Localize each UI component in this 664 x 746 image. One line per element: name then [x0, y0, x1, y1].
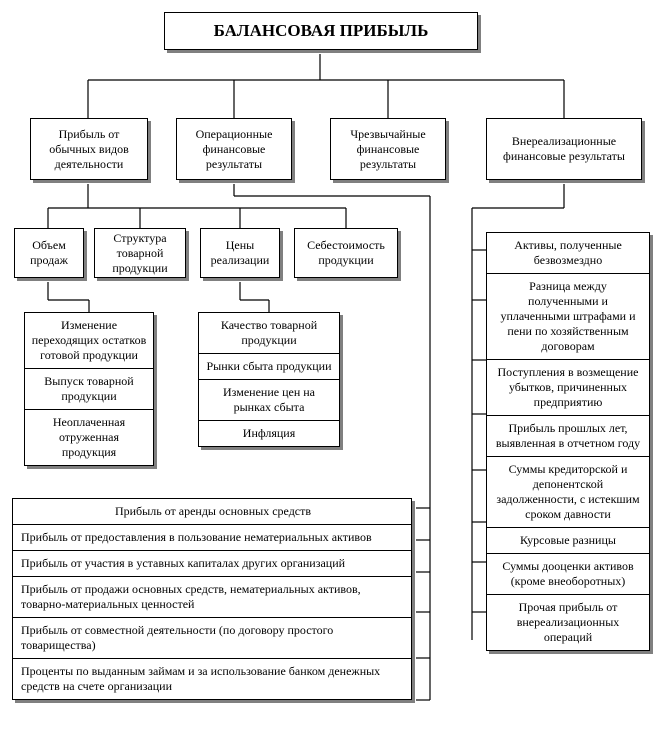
- l2-cost: Себестоимость продукции: [294, 228, 398, 278]
- l2-structure: Структура товарной продукции: [94, 228, 186, 278]
- stackC-2: Прибыль от участия в уставных капиталах …: [12, 551, 412, 577]
- l1-nonoperating: Внереализационные финансовые результаты: [486, 118, 642, 180]
- stackC-1: Прибыль от предоставления в пользование …: [12, 525, 412, 551]
- stackB-2: Изменение цен на рынках сбыта: [198, 380, 340, 421]
- root-node: БАЛАНСОВАЯ ПРИБЫЛЬ: [164, 12, 478, 50]
- stackA-0: Изменение переходящих остатков готовой п…: [24, 312, 154, 369]
- stackB-3: Инфляция: [198, 421, 340, 447]
- stack-nonoperating-items: Активы, полученные безвозмездно Разница …: [486, 232, 650, 651]
- l1-operational: Операционные финансовые результаты: [176, 118, 292, 180]
- l2-prices: Цены реализации: [200, 228, 280, 278]
- stackA-1: Выпуск товарной продукции: [24, 369, 154, 410]
- stackB-0: Качество товарной продукции: [198, 312, 340, 354]
- stackC-5: Проценты по выданным займам и за использ…: [12, 659, 412, 700]
- stackD-0: Активы, полученные безвозмездно: [486, 232, 650, 274]
- stackC-3: Прибыль от продажи основных средств, нем…: [12, 577, 412, 618]
- stackC-4: Прибыль от совместной деятельности (по д…: [12, 618, 412, 659]
- stackD-7: Прочая прибыль от внереализационных опер…: [486, 595, 650, 651]
- stackD-1: Разница между полученными и уплаченными …: [486, 274, 650, 360]
- stack-volume-factors: Изменение переходящих остатков готовой п…: [24, 312, 154, 466]
- stackD-4: Суммы кредиторской и депонентской задолж…: [486, 457, 650, 528]
- l1-ordinary-profit: Прибыль от обычных видов деятельности: [30, 118, 148, 180]
- stackD-3: Прибыль прошлых лет, выявленная в отчетн…: [486, 416, 650, 457]
- l1-extraordinary: Чрезвычайные финансовые результаты: [330, 118, 446, 180]
- stackB-1: Рынки сбыта продукции: [198, 354, 340, 380]
- stackD-5: Курсовые разницы: [486, 528, 650, 554]
- stackD-6: Суммы дооценки активов (кроме внеоборотн…: [486, 554, 650, 595]
- stack-price-factors: Качество товарной продукции Рынки сбыта …: [198, 312, 340, 447]
- l2-volume: Объем продаж: [14, 228, 84, 278]
- stackD-2: Поступления в возмещение убытков, причин…: [486, 360, 650, 416]
- stackC-0: Прибыль от аренды основных средств: [12, 498, 412, 525]
- stack-operational-items: Прибыль от аренды основных средств Прибы…: [12, 498, 412, 700]
- stackA-2: Неоплаченная отруженная продукция: [24, 410, 154, 466]
